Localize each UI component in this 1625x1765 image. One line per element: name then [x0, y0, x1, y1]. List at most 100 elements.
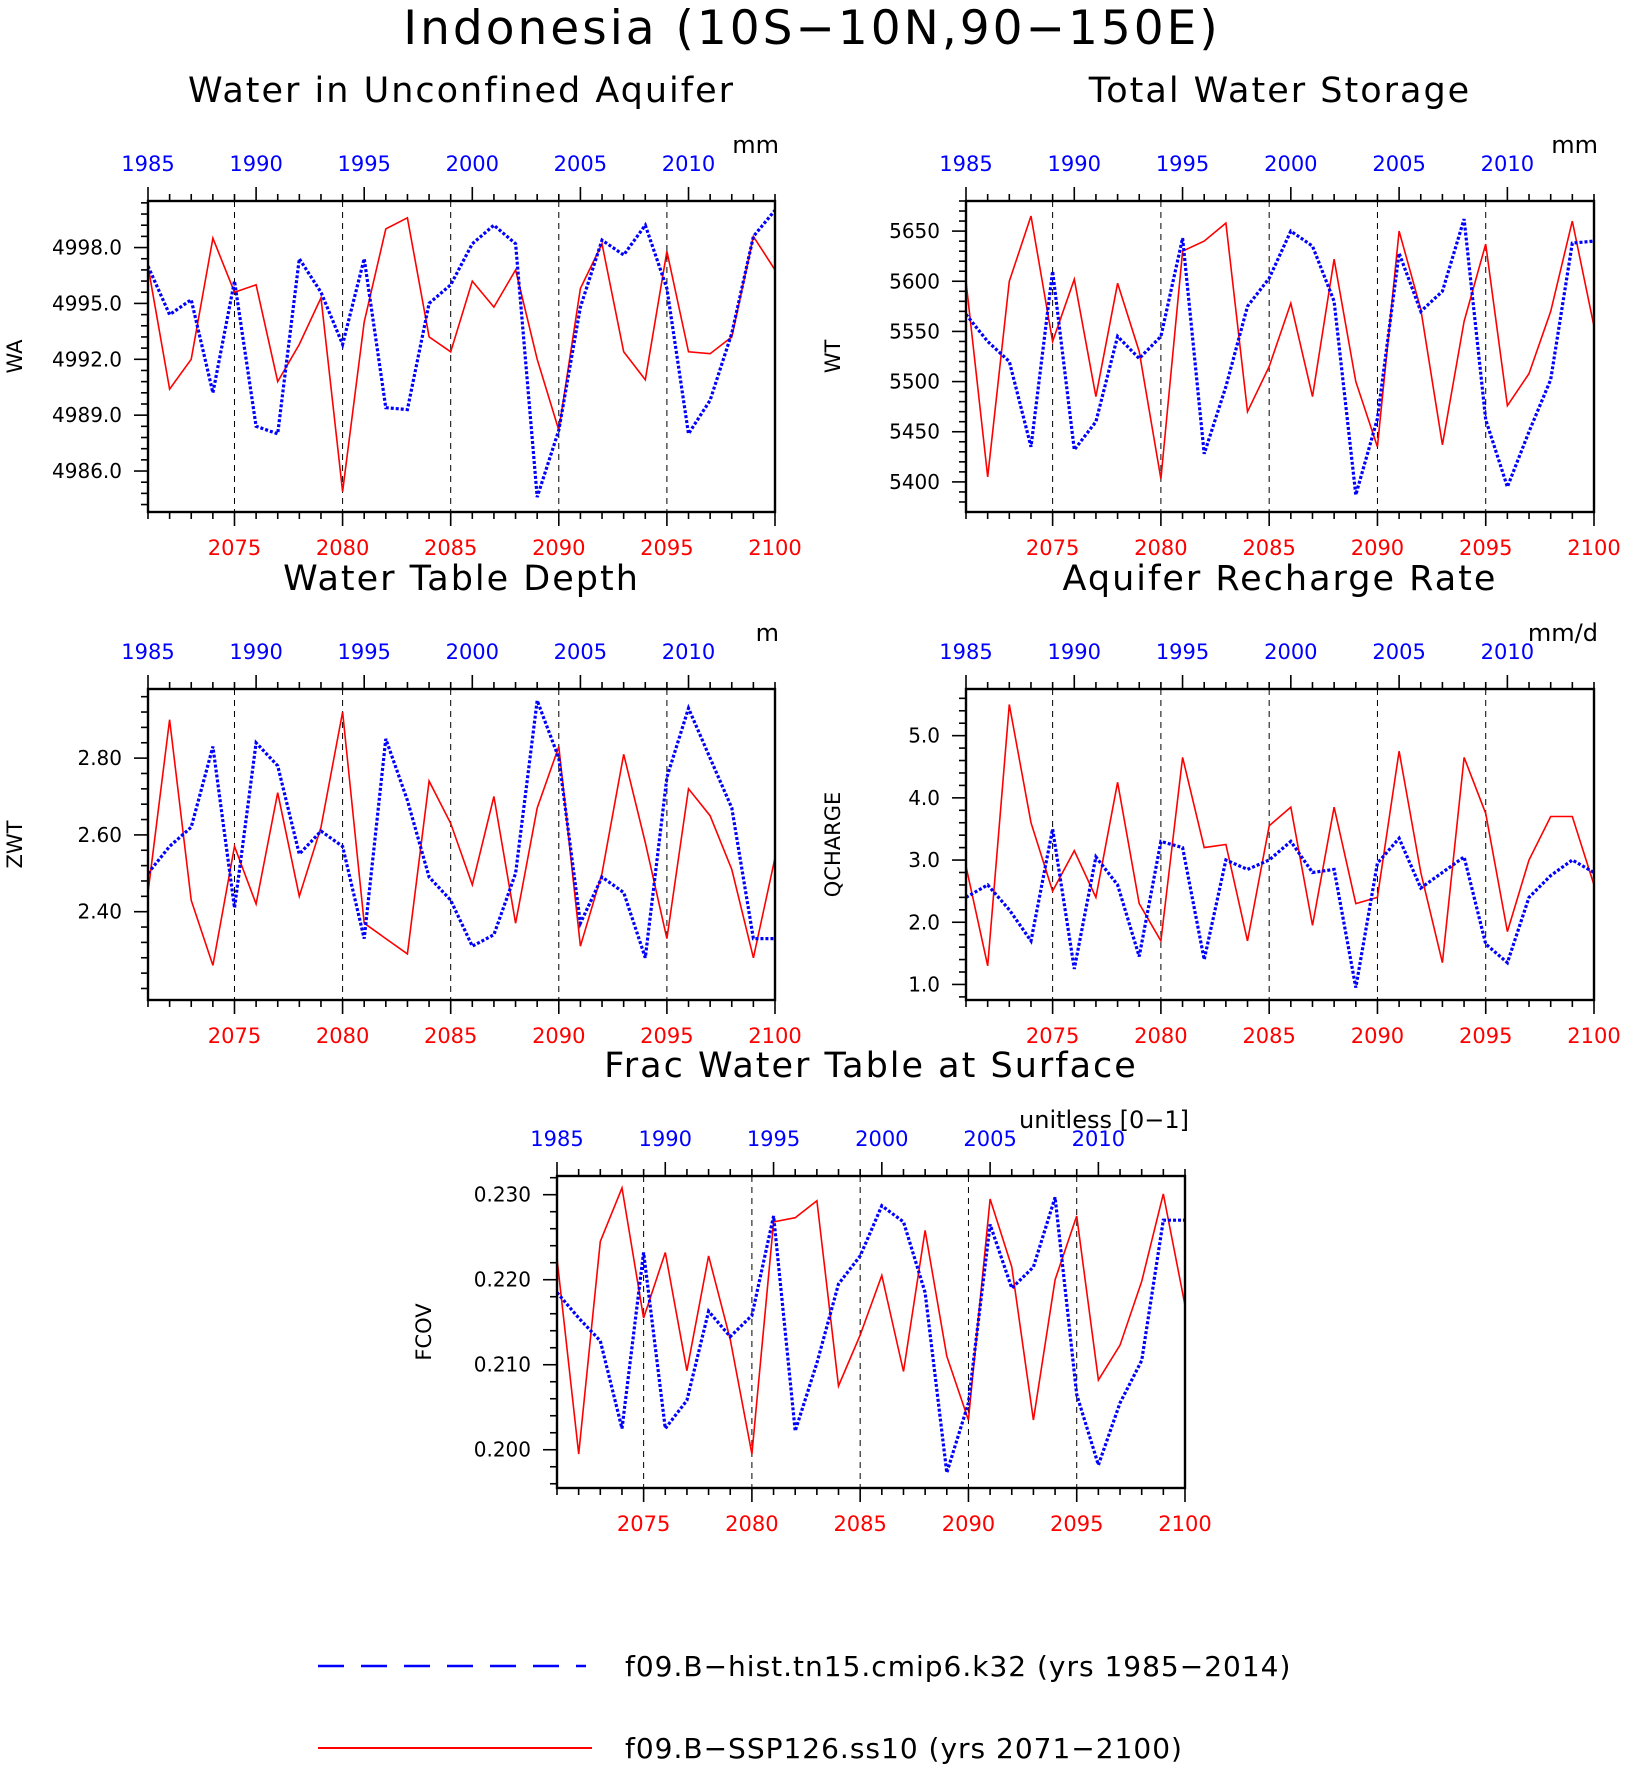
panel-frac-water-table-at-surface: Frac Water Table at Surface unitless [0−1… — [412, 1046, 1212, 1536]
x-top-tick-label: 1985 — [121, 640, 174, 664]
x-bottom-tick-label: 2075 — [1026, 536, 1079, 560]
plot-frame — [964, 199, 1596, 514]
plot-frame — [964, 687, 1596, 1002]
x-top-tick-label: 2005 — [1372, 640, 1425, 664]
x-bottom-tick-label: 2090 — [942, 1512, 995, 1536]
series-line-ssp — [148, 216, 775, 492]
x-bottom-tick-label: 2095 — [640, 536, 693, 560]
figure-title: Indonesia (10S−10N,90−150E) — [403, 1, 1220, 56]
units-label: mm — [1551, 131, 1598, 159]
y-tick-label: 0.230 — [474, 1183, 531, 1207]
y-tick-label: 5500 — [889, 370, 940, 394]
y-tick-label: 0.200 — [474, 1438, 531, 1462]
x-top-tick-label: 2005 — [554, 152, 607, 176]
x-top-tick-label: 1995 — [747, 1127, 800, 1151]
units-label: m — [756, 619, 779, 647]
x-bottom-tick-label: 2100 — [748, 536, 801, 560]
x-bottom-tick-label: 2085 — [424, 536, 477, 560]
y-tick-label: 2.80 — [77, 746, 122, 770]
y-axis-label: WT — [821, 340, 845, 374]
x-top-tick-label: 2000 — [1264, 640, 1317, 664]
y-tick-label: 1.0 — [908, 972, 940, 996]
x-bottom-tick-label: 2075 — [208, 536, 261, 560]
y-tick-label: 4992.0 — [52, 347, 122, 371]
series-line-hist — [966, 828, 1594, 988]
series-line-hist — [557, 1196, 1185, 1474]
y-tick-label: 4.0 — [908, 786, 940, 810]
y-axis-label: FCOV — [412, 1303, 436, 1361]
legend: f09.B−hist.tn15.cmip6.k32 (yrs 1985−2014… — [318, 1650, 1290, 1765]
y-axis-label: QCHARGE — [821, 792, 845, 897]
panel-title: Aquifer Recharge Rate — [1063, 559, 1498, 599]
y-tick-label: 5400 — [889, 470, 940, 494]
series-line-hist — [148, 699, 775, 959]
x-top-tick-label: 2000 — [446, 152, 499, 176]
y-tick-label: 4995.0 — [52, 291, 122, 315]
x-bottom-tick-label: 2080 — [316, 536, 369, 560]
x-bottom-tick-label: 2085 — [1242, 536, 1295, 560]
y-tick-label: 4998.0 — [52, 236, 122, 260]
y-tick-label: 4986.0 — [52, 459, 122, 483]
x-bottom-tick-label: 2080 — [725, 1512, 778, 1536]
panel-aquifer-recharge-rate: Aquifer Recharge Rate mm/d QCHARGE 2075 2080… — [821, 559, 1621, 1048]
panel-title: Water in Unconfined Aquifer — [188, 71, 735, 111]
y-tick-label: 5.0 — [908, 724, 940, 748]
series-line-hist — [148, 209, 775, 498]
x-top-tick-label: 2010 — [662, 152, 715, 176]
x-top-tick-label: 1985 — [530, 1127, 583, 1151]
x-top-tick-label: 1985 — [939, 152, 992, 176]
series-line-ssp — [557, 1184, 1185, 1455]
x-bottom-tick-label: 2085 — [1242, 1024, 1295, 1048]
x-bottom-tick-label: 2080 — [316, 1024, 369, 1048]
x-top-tick-label: 2005 — [963, 1127, 1016, 1151]
series-line-ssp — [966, 215, 1594, 480]
x-top-tick-label: 2005 — [1372, 152, 1425, 176]
y-tick-label: 4989.0 — [52, 403, 122, 427]
units-label: mm — [732, 131, 779, 159]
x-bottom-tick-label: 2090 — [1351, 536, 1404, 560]
panel-water-table-depth: Water Table Depth m ZWT 2075 2080 2085 2090 209… — [3, 559, 802, 1048]
x-top-tick-label: 2000 — [1264, 152, 1317, 176]
x-top-tick-label: 2010 — [1481, 152, 1534, 176]
x-top-tick-label: 1995 — [1156, 152, 1209, 176]
x-bottom-tick-label: 2080 — [1134, 536, 1187, 560]
x-top-tick-label: 2005 — [554, 640, 607, 664]
panel-title: Total Water Storage — [1088, 71, 1471, 111]
x-bottom-tick-label: 2075 — [208, 1024, 261, 1048]
x-top-tick-label: 1990 — [1048, 640, 1101, 664]
units-label: mm/d — [1528, 619, 1598, 647]
y-tick-label: 2.0 — [908, 910, 940, 934]
x-bottom-tick-label: 2100 — [1158, 1512, 1211, 1536]
y-tick-label: 0.210 — [474, 1353, 531, 1377]
x-bottom-tick-label: 2075 — [617, 1512, 670, 1536]
x-top-tick-label: 2000 — [855, 1127, 908, 1151]
x-top-tick-label: 1990 — [229, 152, 282, 176]
x-top-tick-label: 1995 — [1156, 640, 1209, 664]
x-top-tick-label: 1985 — [121, 152, 174, 176]
series-line-ssp — [966, 704, 1594, 966]
x-top-tick-label: 1990 — [639, 1127, 692, 1151]
panel-title: Frac Water Table at Surface — [604, 1046, 1138, 1086]
series-line-ssp — [148, 711, 775, 966]
panel-total-water-storage: Total Water Storage mm WT 2075 2080 2085 2090 2… — [821, 71, 1621, 560]
x-bottom-tick-label: 2090 — [1351, 1024, 1404, 1048]
y-tick-label: 2.60 — [77, 823, 122, 847]
x-top-tick-label: 1990 — [229, 640, 282, 664]
x-bottom-tick-label: 2090 — [532, 1024, 585, 1048]
y-tick-label: 3.0 — [908, 848, 940, 872]
y-axis-label: ZWT — [3, 820, 27, 868]
x-top-tick-label: 1995 — [337, 152, 390, 176]
plot-frame — [555, 1174, 1187, 1490]
units-label: unitless [0−1] — [1019, 1106, 1189, 1134]
x-bottom-tick-label: 2100 — [748, 1024, 801, 1048]
panel-title: Water Table Depth — [283, 559, 640, 599]
x-top-tick-label: 2010 — [1072, 1127, 1125, 1151]
panels: Water in Unconfined Aquifer mm WA 2075 2080 2… — [3, 71, 1621, 1536]
y-tick-label: 5450 — [889, 420, 940, 444]
series-line-hist — [966, 218, 1594, 496]
panel-water-in-unconfined-aquifer: Water in Unconfined Aquifer mm WA 2075 2080 2… — [3, 71, 802, 560]
x-top-tick-label: 1990 — [1048, 152, 1101, 176]
y-tick-label: 5550 — [889, 319, 940, 343]
x-bottom-tick-label: 2085 — [424, 1024, 477, 1048]
